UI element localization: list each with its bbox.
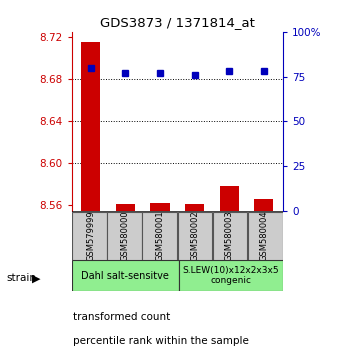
Text: GSM580002: GSM580002: [190, 210, 199, 261]
Bar: [150, 203, 169, 211]
Text: ▶: ▶: [32, 274, 41, 284]
Text: S.LEW(10)x12x2x3x5
congenic: S.LEW(10)x12x2x3x5 congenic: [183, 266, 279, 285]
Bar: [179, 261, 283, 291]
Text: Dahl salt-sensitve: Dahl salt-sensitve: [81, 270, 169, 281]
Bar: [220, 187, 239, 211]
Text: GSM580003: GSM580003: [225, 210, 234, 261]
Bar: [213, 212, 248, 260]
Text: GDS3873 / 1371814_at: GDS3873 / 1371814_at: [100, 16, 255, 29]
Bar: [248, 212, 283, 260]
Text: percentile rank within the sample: percentile rank within the sample: [73, 336, 249, 346]
Bar: [254, 199, 273, 211]
Text: GSM580004: GSM580004: [260, 210, 268, 261]
Text: GSM579999: GSM579999: [86, 210, 95, 261]
Bar: [185, 204, 204, 211]
Bar: [178, 212, 212, 260]
Text: transformed count: transformed count: [73, 312, 170, 322]
Bar: [143, 212, 177, 260]
Text: GSM580001: GSM580001: [155, 210, 164, 261]
Bar: [116, 204, 135, 211]
Bar: [81, 42, 100, 211]
Text: strain: strain: [7, 273, 37, 283]
Text: GSM580000: GSM580000: [121, 210, 130, 261]
Bar: [107, 212, 142, 260]
Bar: [72, 212, 106, 260]
Bar: [72, 261, 179, 291]
